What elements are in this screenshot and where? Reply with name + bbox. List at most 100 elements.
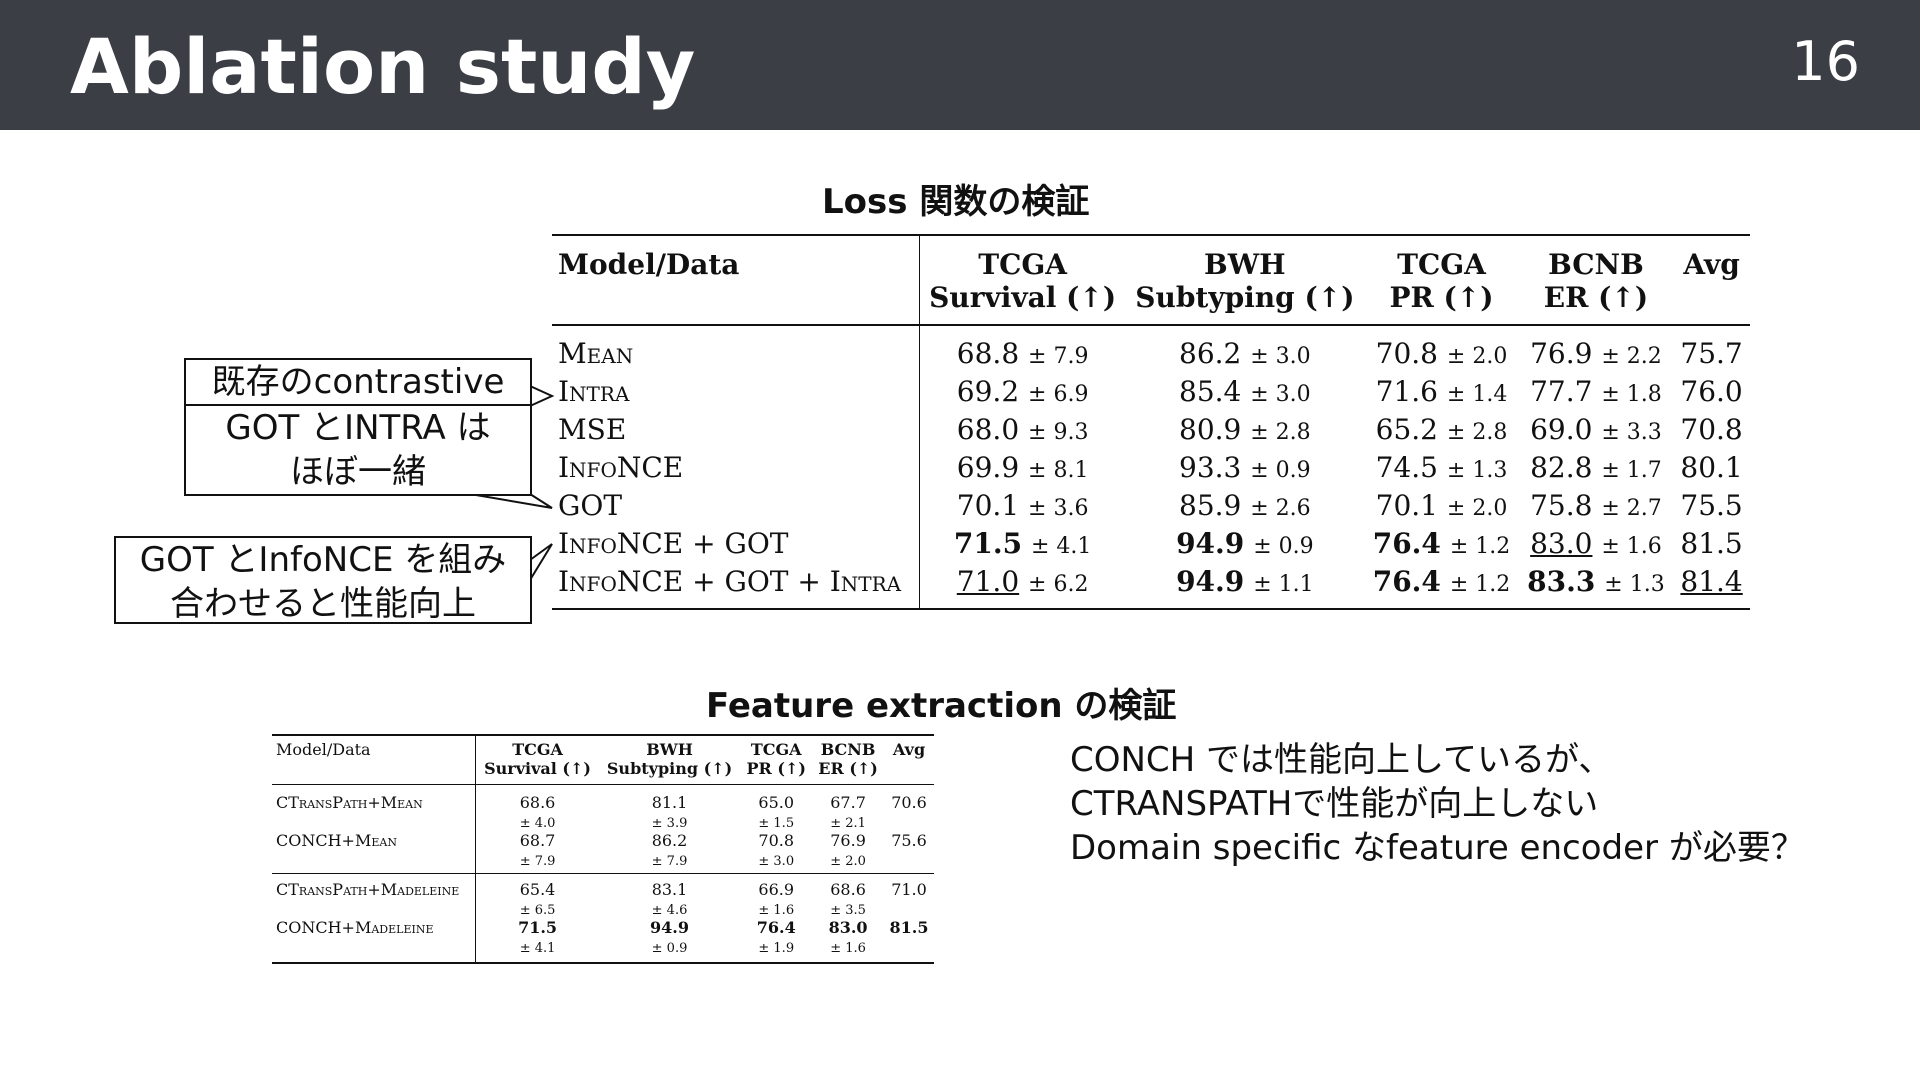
row-model: CTransPath+Madeleine xyxy=(272,873,477,899)
cell-std: ± 2.8 xyxy=(1250,419,1311,445)
row-model: CONCH+Mean xyxy=(272,831,477,850)
cell-avg: 76.0 xyxy=(1680,374,1743,408)
cell-value: 71.0 xyxy=(956,564,1020,598)
table-row-std: ± 7.9 ± 7.9 ± 3.0 ± 2.0 xyxy=(272,850,934,874)
cell: 77.7 ± 1.8 xyxy=(1519,372,1673,410)
table-row: MSE 68.0 ± 9.3 80.9 ± 2.8 65.2 ± 2.8 69.… xyxy=(552,410,1750,448)
cell-avg: 81.5 xyxy=(889,918,929,937)
cell-std: ± 1.6 xyxy=(830,941,866,956)
cell-std: ± 6.2 xyxy=(1028,571,1089,597)
cell: 75.8 ± 2.7 xyxy=(1519,486,1673,524)
loss-section-title: Loss 関数の検証 xyxy=(822,182,1090,222)
cell-std: ± 1.6 xyxy=(1601,533,1662,559)
note-line: CTRANSPATHで性能が向上しない xyxy=(1070,784,1599,824)
table-header-model: Model/Data xyxy=(552,235,920,325)
cell-value: 69.0 xyxy=(1530,412,1593,446)
cell-std: ± 3.0 xyxy=(758,854,795,869)
table-row: CTransPath+Madeleine 65.4 83.1 66.9 68.6… xyxy=(272,873,934,899)
cell: 82.8 ± 1.7 xyxy=(1519,448,1673,486)
cell-avg: 75.7 xyxy=(1680,336,1743,370)
cell-std: ± 8.1 xyxy=(1028,457,1089,483)
cell-avg: 71.0 xyxy=(891,880,927,899)
row-model: InfoNCE xyxy=(552,448,920,486)
table-header-model: Model/Data xyxy=(272,735,477,785)
row-model: CONCH+Madeleine xyxy=(272,918,477,937)
cell-avg: 81.5 xyxy=(1680,526,1743,560)
table-row: InfoNCE + GOT + Intra 71.0 ± 6.2 94.9 ± … xyxy=(552,562,1750,609)
cell-std: ± 6.9 xyxy=(1028,381,1089,407)
cell-value: 76.4 xyxy=(756,918,796,937)
note-line: CONCH では性能向上しているが、 xyxy=(1070,740,1613,780)
feature-table: Model/Data TCGA BWH TCGA BCNB Avg Surviv… xyxy=(272,734,934,964)
cell-value: 85.4 xyxy=(1179,374,1242,408)
cell-std: ± 3.0 xyxy=(1250,343,1311,369)
cell: 70.8 ± 2.0 xyxy=(1364,325,1518,372)
col-subheader: Survival (↑) xyxy=(929,281,1117,314)
header-bar: Ablation study 16 xyxy=(0,0,1920,130)
feature-section-title: Feature extraction の検証 xyxy=(706,686,1177,726)
cell-std: ± 4.1 xyxy=(519,941,556,956)
cell-value: 75.8 xyxy=(1530,488,1593,522)
cell-std: ± 1.4 xyxy=(1446,381,1508,407)
cell: 65.2 ± 2.8 xyxy=(1364,410,1518,448)
cell-value: 71.5 xyxy=(518,918,558,937)
cell-value: 77.7 xyxy=(1530,374,1593,408)
cell-value: 80.9 xyxy=(1179,412,1242,446)
cell-value: 93.3 xyxy=(1179,450,1242,484)
cell-avg: 75.6 xyxy=(891,831,927,850)
col-subheader: PR (↑) xyxy=(746,759,806,778)
callout-line: GOT とInfoNCE を組み xyxy=(139,540,507,580)
cell-value: 83.0 xyxy=(828,918,868,937)
cell-std: ± 0.9 xyxy=(1253,533,1314,559)
conclusion-note: CONCH では性能向上しているが、 CTRANSPATHで性能が向上しない D… xyxy=(1070,738,1805,870)
table-row: Mean 68.8 ± 7.9 86.2 ± 3.0 70.8 ± 2.0 76… xyxy=(552,325,1750,372)
cell: 76.9 ± 2.2 xyxy=(1519,325,1673,372)
cell-value: 68.0 xyxy=(956,412,1020,446)
cell-std: ± 2.7 xyxy=(1601,495,1662,521)
cell-std: ± 1.9 xyxy=(758,941,795,956)
col-header: BCNB xyxy=(820,740,876,759)
cell-value: 65.0 xyxy=(758,793,795,812)
cell: 83.0 ± 1.6 xyxy=(1519,524,1673,562)
callout-line: GOT とINTRA は xyxy=(225,408,491,448)
cell-value: 69.9 xyxy=(956,450,1020,484)
cell-std: ± 1.2 xyxy=(1449,533,1511,559)
col-subheader xyxy=(884,759,934,785)
callout-pointer-got xyxy=(469,493,553,509)
col-header: BWH xyxy=(1204,248,1286,281)
cell-avg: 70.8 xyxy=(1680,412,1743,446)
cell: 93.3 ± 0.9 xyxy=(1125,448,1364,486)
cell-avg: 70.6 xyxy=(891,793,927,812)
cell: 71.6 ± 1.4 xyxy=(1364,372,1518,410)
callout-pointer-intra xyxy=(529,385,555,407)
col-header: BWH xyxy=(646,740,693,759)
cell: 71.5 ± 4.1 xyxy=(919,524,1125,562)
cell-value: 70.8 xyxy=(758,831,795,850)
cell-value: 94.9 xyxy=(1176,526,1245,560)
cell: 70.1 ± 3.6 xyxy=(919,486,1125,524)
row-model: Intra xyxy=(552,372,920,410)
cell-std: ± 1.2 xyxy=(1449,571,1511,597)
table-row: CTransPath+Mean 68.6 81.1 65.0 67.7 70.6 xyxy=(272,784,934,812)
col-header: TCGA xyxy=(512,740,563,759)
cell-std: ± 1.3 xyxy=(1604,571,1665,597)
cell-std: ± 1.6 xyxy=(758,903,795,918)
cell-value: 68.6 xyxy=(519,793,556,812)
table-row: CONCH+Madeleine 71.5 94.9 76.4 83.0 81.5 xyxy=(272,918,934,937)
cell-std: ± 0.9 xyxy=(651,941,688,956)
cell: 74.5 ± 1.3 xyxy=(1364,448,1518,486)
cell-std: ± 2.0 xyxy=(1446,495,1508,521)
cell-std: ± 7.9 xyxy=(1028,343,1089,369)
cell-std: ± 2.0 xyxy=(830,854,866,869)
col-subheader: PR (↑) xyxy=(1389,281,1494,314)
cell-std: ± 2.8 xyxy=(1446,419,1508,445)
cell-value: 94.9 xyxy=(650,918,689,937)
table-row-std: ± 4.1 ± 0.9 ± 1.9 ± 1.6 xyxy=(272,937,934,963)
cell-value: 68.8 xyxy=(956,336,1020,370)
cell: 83.3 ± 1.3 xyxy=(1519,562,1673,609)
col-subheader: Survival (↑) xyxy=(484,759,591,778)
col-subheader: ER (↑) xyxy=(818,759,878,778)
cell-std: ± 3.6 xyxy=(1028,495,1089,521)
cell-std: ± 7.9 xyxy=(519,854,556,869)
